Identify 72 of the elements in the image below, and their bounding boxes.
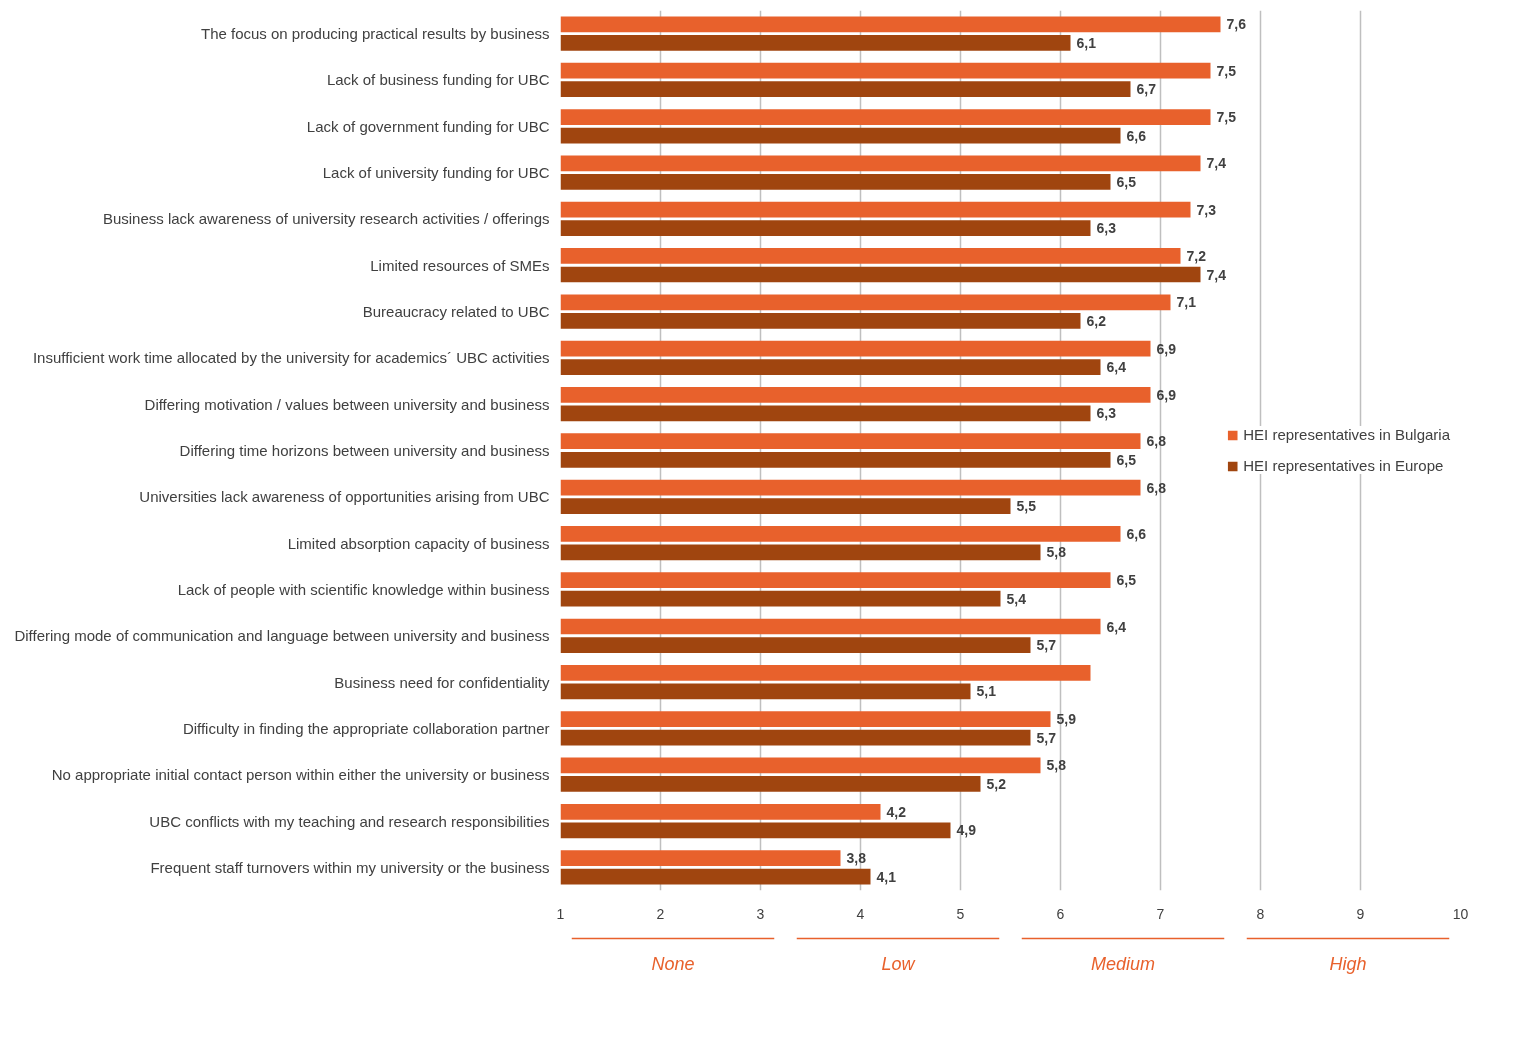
y-tick-label: Difficulty in finding the appropriate collaboration partner xyxy=(182,719,550,737)
x-tick-label: 10 xyxy=(1452,905,1469,922)
x-tick-label: 8 xyxy=(1256,905,1265,922)
legend-label: HEI representatives in Bulgaria xyxy=(1243,426,1450,443)
y-tick-label: Differing motivation / values between university and business xyxy=(144,395,550,413)
y-tick-label: Bureaucracy related to UBC xyxy=(362,303,550,321)
data-label: 7,6 xyxy=(1226,16,1247,33)
data-label: 6,9 xyxy=(1156,386,1177,403)
y-tick-label: Lack of business funding for UBC xyxy=(326,71,550,89)
data-label: 7,4 xyxy=(1206,155,1227,172)
y-tick-label: Business lack awareness of university research activities / offerings xyxy=(102,210,550,228)
data-label: 5,8 xyxy=(1046,544,1067,561)
x-tick-label: 5 xyxy=(956,905,965,922)
data-label: 6,7 xyxy=(1136,81,1157,98)
y-tick-label: Insufficient work time allocated by the university for academics´ UBC activities xyxy=(32,349,550,367)
data-label: 5,5 xyxy=(1016,498,1037,515)
data-label: 6,5 xyxy=(1116,173,1137,190)
text: Medium xyxy=(1090,953,1156,974)
data-label: 6,8 xyxy=(1146,433,1167,450)
data-label: 7,5 xyxy=(1216,62,1237,79)
data-label: 5,9 xyxy=(1056,711,1077,728)
legend-label: HEI representatives in Europe xyxy=(1243,457,1444,474)
data-label: 5,1 xyxy=(976,683,997,700)
x-tick-label: 3 xyxy=(756,905,765,922)
text: High xyxy=(1329,953,1367,974)
data-label: 6,9 xyxy=(1156,340,1177,357)
data-label: 5,2 xyxy=(986,775,1007,792)
data-label: 5,8 xyxy=(1046,757,1067,774)
y-tick-label: Limited absorption capacity of business xyxy=(287,534,550,552)
x-tick-label: 7 xyxy=(1156,905,1165,922)
text: Low xyxy=(881,953,916,974)
y-tick-label: Lack of people with scientific knowledge within business xyxy=(177,580,550,598)
y-tick-label: Frequent staff turnovers within my university or the business xyxy=(150,858,550,876)
data-label: 6,6 xyxy=(1126,127,1147,144)
y-tick-label: Differing time horizons between university and business xyxy=(179,442,550,459)
data-label: 6,4 xyxy=(1106,618,1127,635)
x-tick-label: 2 xyxy=(656,905,665,922)
y-tick-label: Lack of university funding for UBC xyxy=(322,164,550,182)
data-label: 6,5 xyxy=(1116,572,1137,589)
y-tick-label: Business need for confidentiality xyxy=(334,673,550,691)
data-label: 7,4 xyxy=(1206,266,1227,283)
data-label: 6,4 xyxy=(1106,359,1127,376)
y-tick-label: Universities lack awareness of opportunities arising from UBC xyxy=(139,488,550,506)
data-label: 7,2 xyxy=(1186,247,1207,264)
data-label: 3,8 xyxy=(846,850,867,867)
y-tick-label: Lack of government funding for UBC xyxy=(306,117,550,135)
data-label: 5,7 xyxy=(1036,729,1057,746)
data-label: 5,7 xyxy=(1036,637,1057,654)
x-tick-label: 4 xyxy=(856,905,865,922)
data-label: 5,4 xyxy=(1006,590,1027,607)
y-tick-label: Limited resources of SMEs xyxy=(370,256,550,274)
data-label: 7,5 xyxy=(1216,109,1237,126)
data-label: 6,8 xyxy=(1146,479,1167,496)
data-label: 7,3 xyxy=(1196,201,1217,218)
text: None xyxy=(651,953,695,974)
data-label: 6,5 xyxy=(1116,451,1137,468)
x-tick-label: 6 xyxy=(1056,905,1065,922)
data-label: 6,6 xyxy=(1126,525,1147,542)
data-label: 7,1 xyxy=(1176,294,1197,311)
data-label: 6,3 xyxy=(1096,405,1117,422)
data-label: 6,3 xyxy=(1096,220,1117,237)
data-label: 6,2 xyxy=(1086,312,1107,329)
y-tick-label: Differing mode of communication and language between university and business xyxy=(14,627,550,645)
y-tick-label: The focus on producing practical results by business xyxy=(200,25,550,43)
x-tick-label: 9 xyxy=(1356,905,1365,922)
data-label: 4,9 xyxy=(956,822,977,839)
data-label: 4,1 xyxy=(876,868,897,885)
x-tick-label: 1 xyxy=(556,905,565,922)
y-tick-label: No appropriate initial contact person within either the university or business xyxy=(51,766,550,784)
data-label: 4,2 xyxy=(886,803,907,820)
data-label: 6,1 xyxy=(1076,34,1097,51)
y-tick-label: UBC conflicts with my teaching and research responsibilities xyxy=(149,812,550,830)
